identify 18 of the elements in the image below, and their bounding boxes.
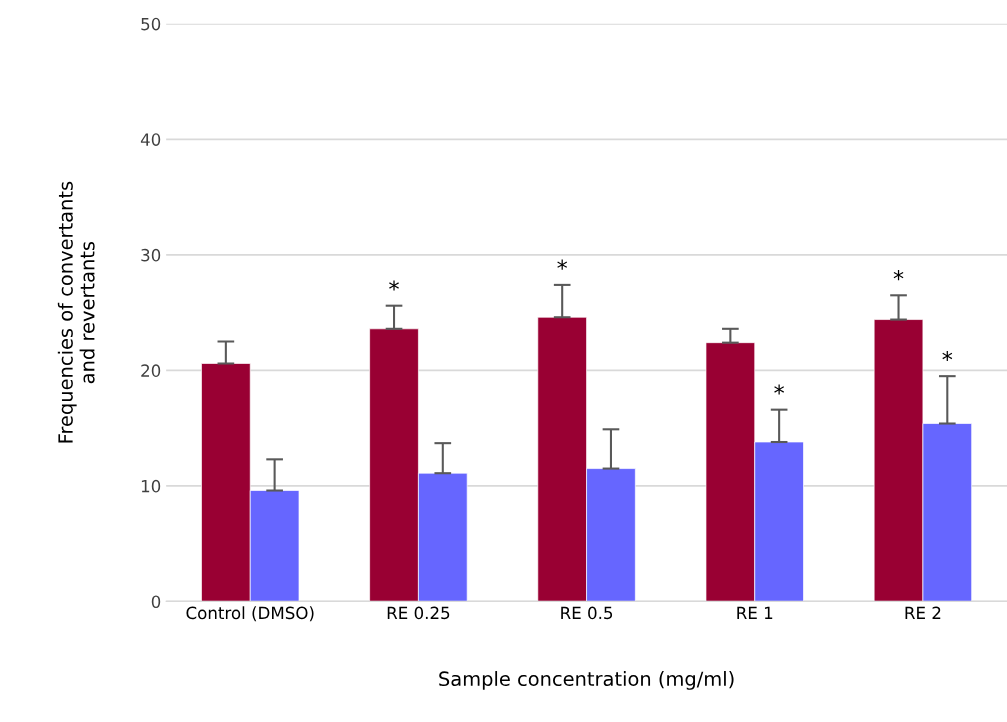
data-label: * [893,270,904,281]
y-tick-label: 0 [151,595,161,608]
data-label: * [557,259,568,270]
y-tick-label: 10 [141,479,161,493]
x-tick-label: RE 0.5 [561,606,613,620]
y-axis-title: Frequencies of convertants and revertants [57,181,95,443]
x-tick-label: RE 1 [737,606,773,619]
data-label: * [942,350,953,362]
y-tick-label: 30 [141,248,161,262]
y-tick-label: 20 [141,364,161,377]
x-axis-title: Sample concentration (mg/ml) [439,671,734,690]
data-label: * [774,384,785,395]
data-label: * [389,280,399,291]
x-tick-label: Control (DMSO) [186,606,314,622]
y-tick-label: 50 [141,17,161,31]
y-tick-label: 40 [140,133,161,146]
x-tick-label: RE 2 [905,606,941,619]
x-tick-label: RE 0.25 [387,606,450,620]
